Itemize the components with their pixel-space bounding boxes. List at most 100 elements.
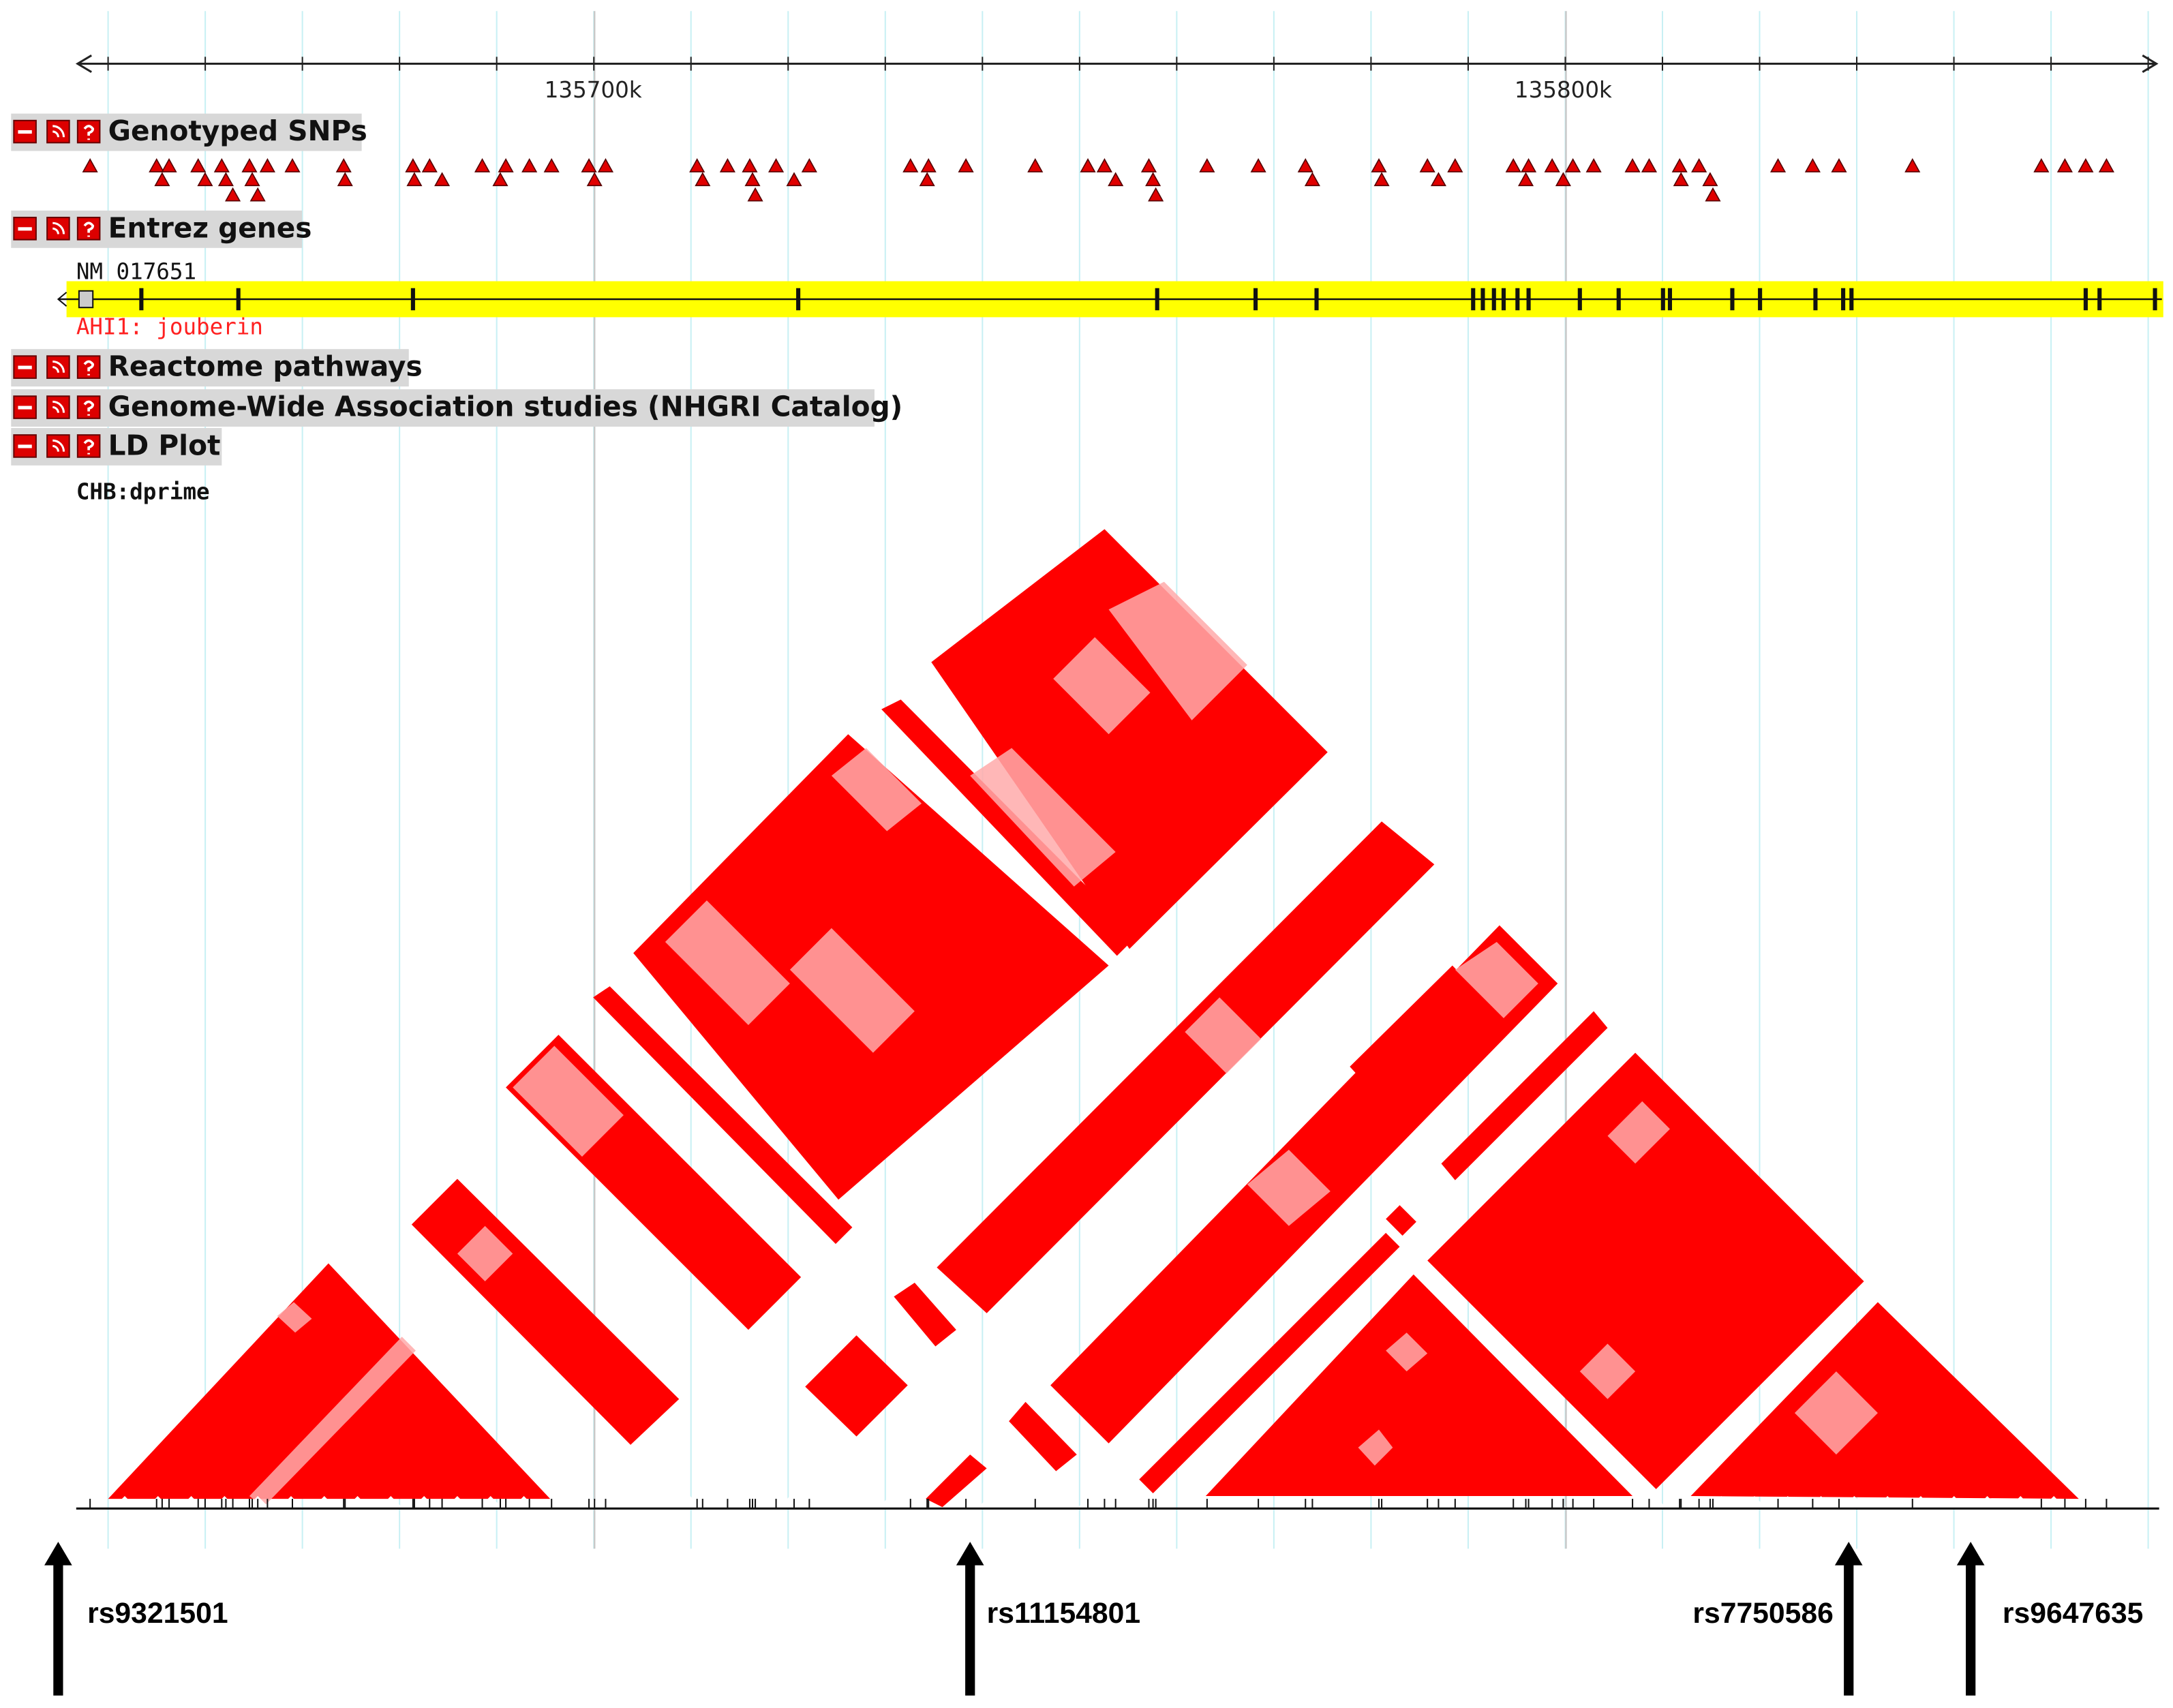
- ld-block-weak: [789, 928, 915, 1053]
- track-header[interactable]: Entrez genes: [11, 210, 312, 248]
- ld-notch: [1076, 1496, 1102, 1509]
- ld-notch: [678, 1496, 703, 1509]
- track-header[interactable]: Reactome pathways: [11, 349, 423, 387]
- track-header[interactable]: Genotyped SNPs: [11, 113, 367, 151]
- ld-block-weak: [1579, 1343, 1636, 1399]
- snp-marker: [2056, 158, 2073, 172]
- ld-block: [1690, 1302, 2079, 1499]
- help-icon[interactable]: [76, 119, 101, 144]
- snp-marker: [421, 158, 438, 172]
- icon-glyph: [83, 222, 95, 237]
- ld-block-weak: [457, 1225, 513, 1282]
- snp-marker: [405, 158, 421, 172]
- exon: [1480, 288, 1485, 311]
- track-icons[interactable]: [13, 395, 101, 419]
- icon-bg: [46, 355, 70, 379]
- snp-marker: [1096, 158, 1112, 172]
- icon-glyph: [18, 365, 32, 369]
- snp-marker: [920, 158, 937, 172]
- ld-notch: [478, 1496, 504, 1509]
- help-icon[interactable]: [76, 434, 101, 458]
- exon: [1813, 288, 1818, 311]
- exon: [139, 288, 144, 311]
- ld-notch: [1842, 1496, 1867, 1509]
- track-title: LD Plot: [108, 429, 221, 461]
- help-icon[interactable]: [76, 395, 101, 419]
- snp-marker: [521, 158, 538, 172]
- snp-marker: [284, 158, 301, 172]
- exon: [2153, 288, 2157, 311]
- snp-marker: [786, 172, 802, 187]
- ld-population: CHB:dprime: [76, 479, 210, 505]
- ld-block-weak: [1358, 1429, 1393, 1466]
- snp-marker: [919, 172, 935, 187]
- exon: [1758, 288, 1763, 311]
- gene-accession[interactable]: NM_017651: [76, 258, 196, 284]
- exon: [1314, 288, 1319, 311]
- ld-notch: [1476, 1496, 1501, 1509]
- snp-track: [82, 158, 2114, 202]
- ld-notch: [1808, 1496, 1834, 1509]
- ld-notch: [1243, 1496, 1268, 1509]
- exon: [236, 288, 241, 311]
- snp-marker: [335, 158, 352, 172]
- collapse-icon[interactable]: [13, 395, 37, 419]
- ld-notch: [145, 1496, 171, 1509]
- snp-marker: [190, 158, 207, 172]
- snp-marker: [1373, 172, 1390, 187]
- feed-icon[interactable]: [46, 217, 70, 241]
- ld-notch: [1908, 1496, 1934, 1509]
- ld-notch: [611, 1496, 637, 1509]
- gene-label[interactable]: AHI1: jouberin: [76, 314, 263, 340]
- track-title: Reactome pathways: [108, 350, 423, 383]
- ld-notch: [943, 1496, 969, 1509]
- snp-marker: [768, 158, 785, 172]
- icon-glyph: [83, 439, 95, 455]
- exon: [2097, 288, 2102, 311]
- icon-bg: [46, 434, 70, 458]
- ruler-arrows: [75, 54, 2159, 73]
- track-header[interactable]: LD Plot: [11, 428, 222, 466]
- ld-block-weak: [1247, 1149, 1331, 1226]
- help-icon[interactable]: [76, 217, 101, 241]
- icon-glyph: [18, 227, 32, 231]
- snp-marker: [1297, 158, 1313, 172]
- ld-notch: [112, 1496, 138, 1509]
- snp-marker: [1517, 172, 1534, 187]
- track-header[interactable]: Genome-Wide Association studies (NHGRI C…: [11, 389, 902, 427]
- ld-notch: [1343, 1496, 1368, 1509]
- snp-marker: [1199, 158, 1215, 172]
- feed-icon[interactable]: [46, 355, 70, 379]
- ld-block: [937, 821, 1435, 1313]
- feed-icon[interactable]: [46, 395, 70, 419]
- snp-marker: [1831, 158, 1847, 172]
- help-icon[interactable]: [76, 355, 101, 379]
- ld-notch: [744, 1496, 770, 1509]
- snp-marker: [1770, 158, 1787, 172]
- ld-notch: [1309, 1496, 1335, 1509]
- track-title: Genotyped SNPs: [108, 115, 367, 147]
- exon: [1155, 288, 1159, 311]
- collapse-icon[interactable]: [13, 217, 37, 241]
- feed-icon[interactable]: [46, 119, 70, 144]
- ld-block: [1441, 1011, 1608, 1180]
- track-icons[interactable]: [13, 355, 101, 379]
- track-icons[interactable]: [13, 434, 101, 458]
- ld-axis-ticks: [89, 1499, 2108, 1509]
- collapse-icon[interactable]: [13, 119, 37, 144]
- track-icons[interactable]: [13, 119, 101, 144]
- icon-glyph: [83, 360, 95, 376]
- ld-block: [1386, 1205, 1416, 1236]
- track-icons[interactable]: [13, 217, 101, 241]
- feed-icon[interactable]: [46, 434, 70, 458]
- snp-marker: [241, 158, 258, 172]
- collapse-icon[interactable]: [13, 434, 37, 458]
- collapse-icon[interactable]: [13, 355, 37, 379]
- exon: [1501, 288, 1506, 311]
- snp-marker: [695, 172, 711, 187]
- icon-bg: [13, 355, 37, 379]
- exon: [1515, 288, 1520, 311]
- exon: [1841, 288, 1846, 311]
- gene-utr: [78, 290, 94, 309]
- ld-notch: [1542, 1496, 1568, 1509]
